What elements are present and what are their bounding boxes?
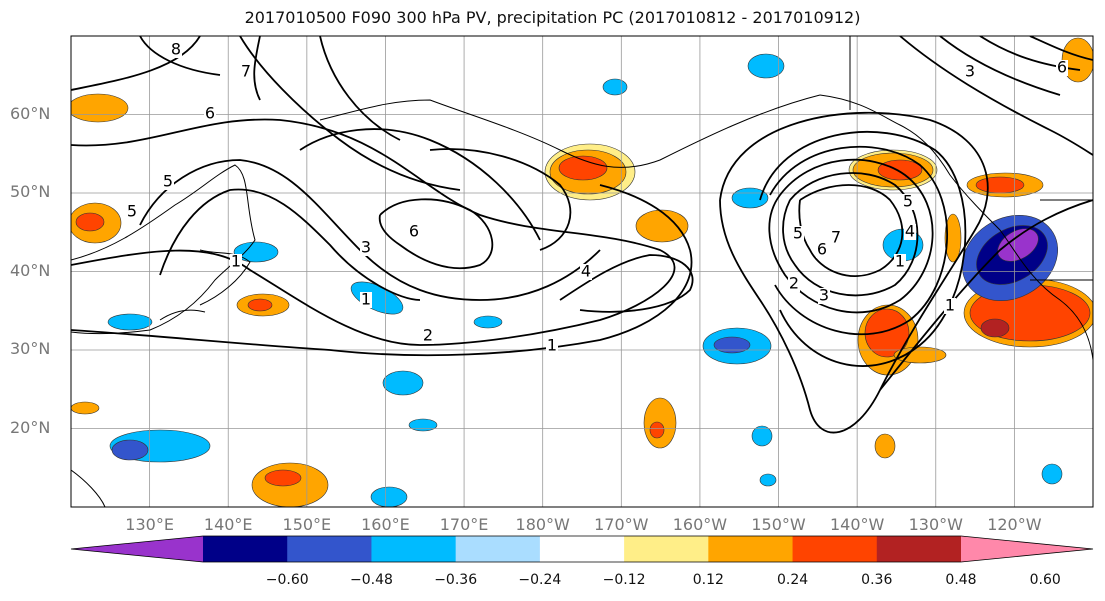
contour-label: 5: [163, 172, 173, 191]
precip-positive-west-pacific: [544, 143, 689, 243]
colorbar-segment: [876, 536, 962, 562]
precipitation-shading: [71, 37, 1093, 507]
colorbar-extend-low: [71, 536, 203, 562]
contour-label-bg: [204, 106, 216, 122]
longitude-label: 120°W: [987, 515, 1042, 534]
longitude-label: 150°E: [282, 515, 332, 534]
contour-label-bg: [964, 64, 976, 80]
contour-label: 5: [793, 224, 803, 243]
contour-label-bg: [230, 254, 242, 270]
colorbar-segment: [287, 536, 372, 562]
contour-label-bg: [422, 328, 434, 344]
contour-label: 4: [581, 262, 591, 281]
contour-label: 3: [965, 62, 975, 81]
latitude-label: 30°N: [10, 339, 51, 358]
colorbar-tick-label: 0.12: [692, 572, 724, 588]
colorbar-outline: [70, 535, 1094, 563]
colorbar-tick-label: −0.24: [518, 572, 562, 588]
contour-label-bg: [580, 264, 592, 280]
contour-label: 2: [423, 326, 433, 345]
colorbar: [70, 535, 1094, 563]
longitude-label: 130°E: [125, 515, 174, 534]
colorbar-segment: [203, 536, 288, 562]
longitude-label: 140°E: [203, 515, 253, 534]
contour-label-bg: [902, 194, 914, 210]
contour-label: 8: [171, 40, 181, 59]
contour-label-bg: [944, 298, 956, 314]
colorbar-segment: [455, 536, 541, 562]
contour-label-bg: [360, 240, 372, 256]
longitude-label: 170°W: [594, 515, 649, 534]
colorbar-tick-label: 0.24: [776, 572, 809, 588]
colorbar-tick-label: −0.12: [602, 572, 646, 588]
longitude-label: 140°W: [829, 515, 885, 534]
contour-label: 1: [547, 336, 557, 355]
precip-negative-central-pacific: [107, 53, 1063, 507]
map-frame: [70, 35, 1094, 508]
precip-positive-california: [857, 213, 1093, 376]
contour-label: 6: [205, 104, 215, 123]
contour-label-bg: [170, 42, 182, 58]
longitude-label: 150°W: [751, 515, 806, 534]
colorbar-tick-label: 0.36: [861, 572, 893, 588]
colorbar-segment: [624, 536, 709, 562]
longitude-label: 160°E: [361, 515, 410, 534]
latitude-label: 50°N: [10, 182, 51, 201]
contour-label-bg: [904, 224, 916, 240]
colorbar-extend-high: [961, 536, 1093, 562]
contour-label-bg: [1056, 60, 1068, 76]
contour-label: 5: [127, 202, 137, 221]
latitude-label: 60°N: [10, 103, 51, 123]
contour-label: 1: [231, 252, 241, 271]
contour-label: 3: [819, 286, 829, 305]
contour-label: 2: [789, 274, 799, 293]
latitude-label: 20°N: [10, 417, 51, 437]
contour-label: 5: [903, 192, 913, 211]
pv-contours: [71, 36, 1093, 434]
colorbar-segment: [792, 536, 878, 562]
colorbar-tick-label: −0.60: [265, 572, 309, 588]
contour-label: 6: [1057, 58, 1067, 77]
contour-label-bg: [360, 292, 372, 308]
contour-label: 6: [817, 240, 827, 259]
contour-label: 4: [905, 222, 915, 241]
contour-label-bg: [894, 254, 906, 270]
coastlines: [71, 36, 1093, 507]
contour-label: 1: [895, 252, 905, 271]
colorbar-segment: [708, 536, 794, 562]
contour-label-bg: [816, 242, 828, 258]
contour-label: 3: [361, 238, 371, 257]
contour-label: 7: [831, 228, 841, 247]
colorbar-segment: [371, 536, 457, 562]
longitude-label: 160°W: [672, 515, 728, 534]
contour-label: 1: [361, 290, 371, 309]
contour-label-bg: [792, 226, 804, 242]
colorbar-tick-label: 0.48: [945, 572, 977, 588]
colorbar-tick-label: 0.60: [1029, 572, 1061, 588]
contour-label: 7: [241, 62, 251, 81]
contour-label-bg: [546, 338, 558, 354]
map-title: 2017010500 F090 300 hPa PV, precipitatio…: [244, 8, 861, 27]
contour-label: 6: [409, 222, 419, 241]
precip-positive-gulf-alaska: [848, 149, 1044, 198]
contour-label-bg: [788, 276, 800, 292]
contour-label-bg: [818, 288, 830, 304]
colorbar-segment: [539, 536, 625, 562]
colorbar-tick-label: −0.36: [434, 572, 478, 588]
contour-label: 1: [945, 296, 955, 315]
latitude-label: 40°N: [10, 260, 51, 280]
colorbar-tick-label: −0.48: [349, 572, 393, 588]
longitude-label: 130°W: [908, 515, 963, 534]
longitude-label: 170°E: [439, 515, 489, 534]
contour-label-bg: [240, 64, 252, 80]
contour-label-bg: [126, 204, 138, 220]
longitude-label: 180°W: [515, 515, 570, 534]
contour-label-bg: [162, 174, 174, 190]
contour-label-bg: [408, 224, 420, 240]
precip-positive-misc: [71, 37, 1093, 507]
gridlines: [71, 36, 1093, 507]
contour-label-bg: [830, 230, 842, 246]
